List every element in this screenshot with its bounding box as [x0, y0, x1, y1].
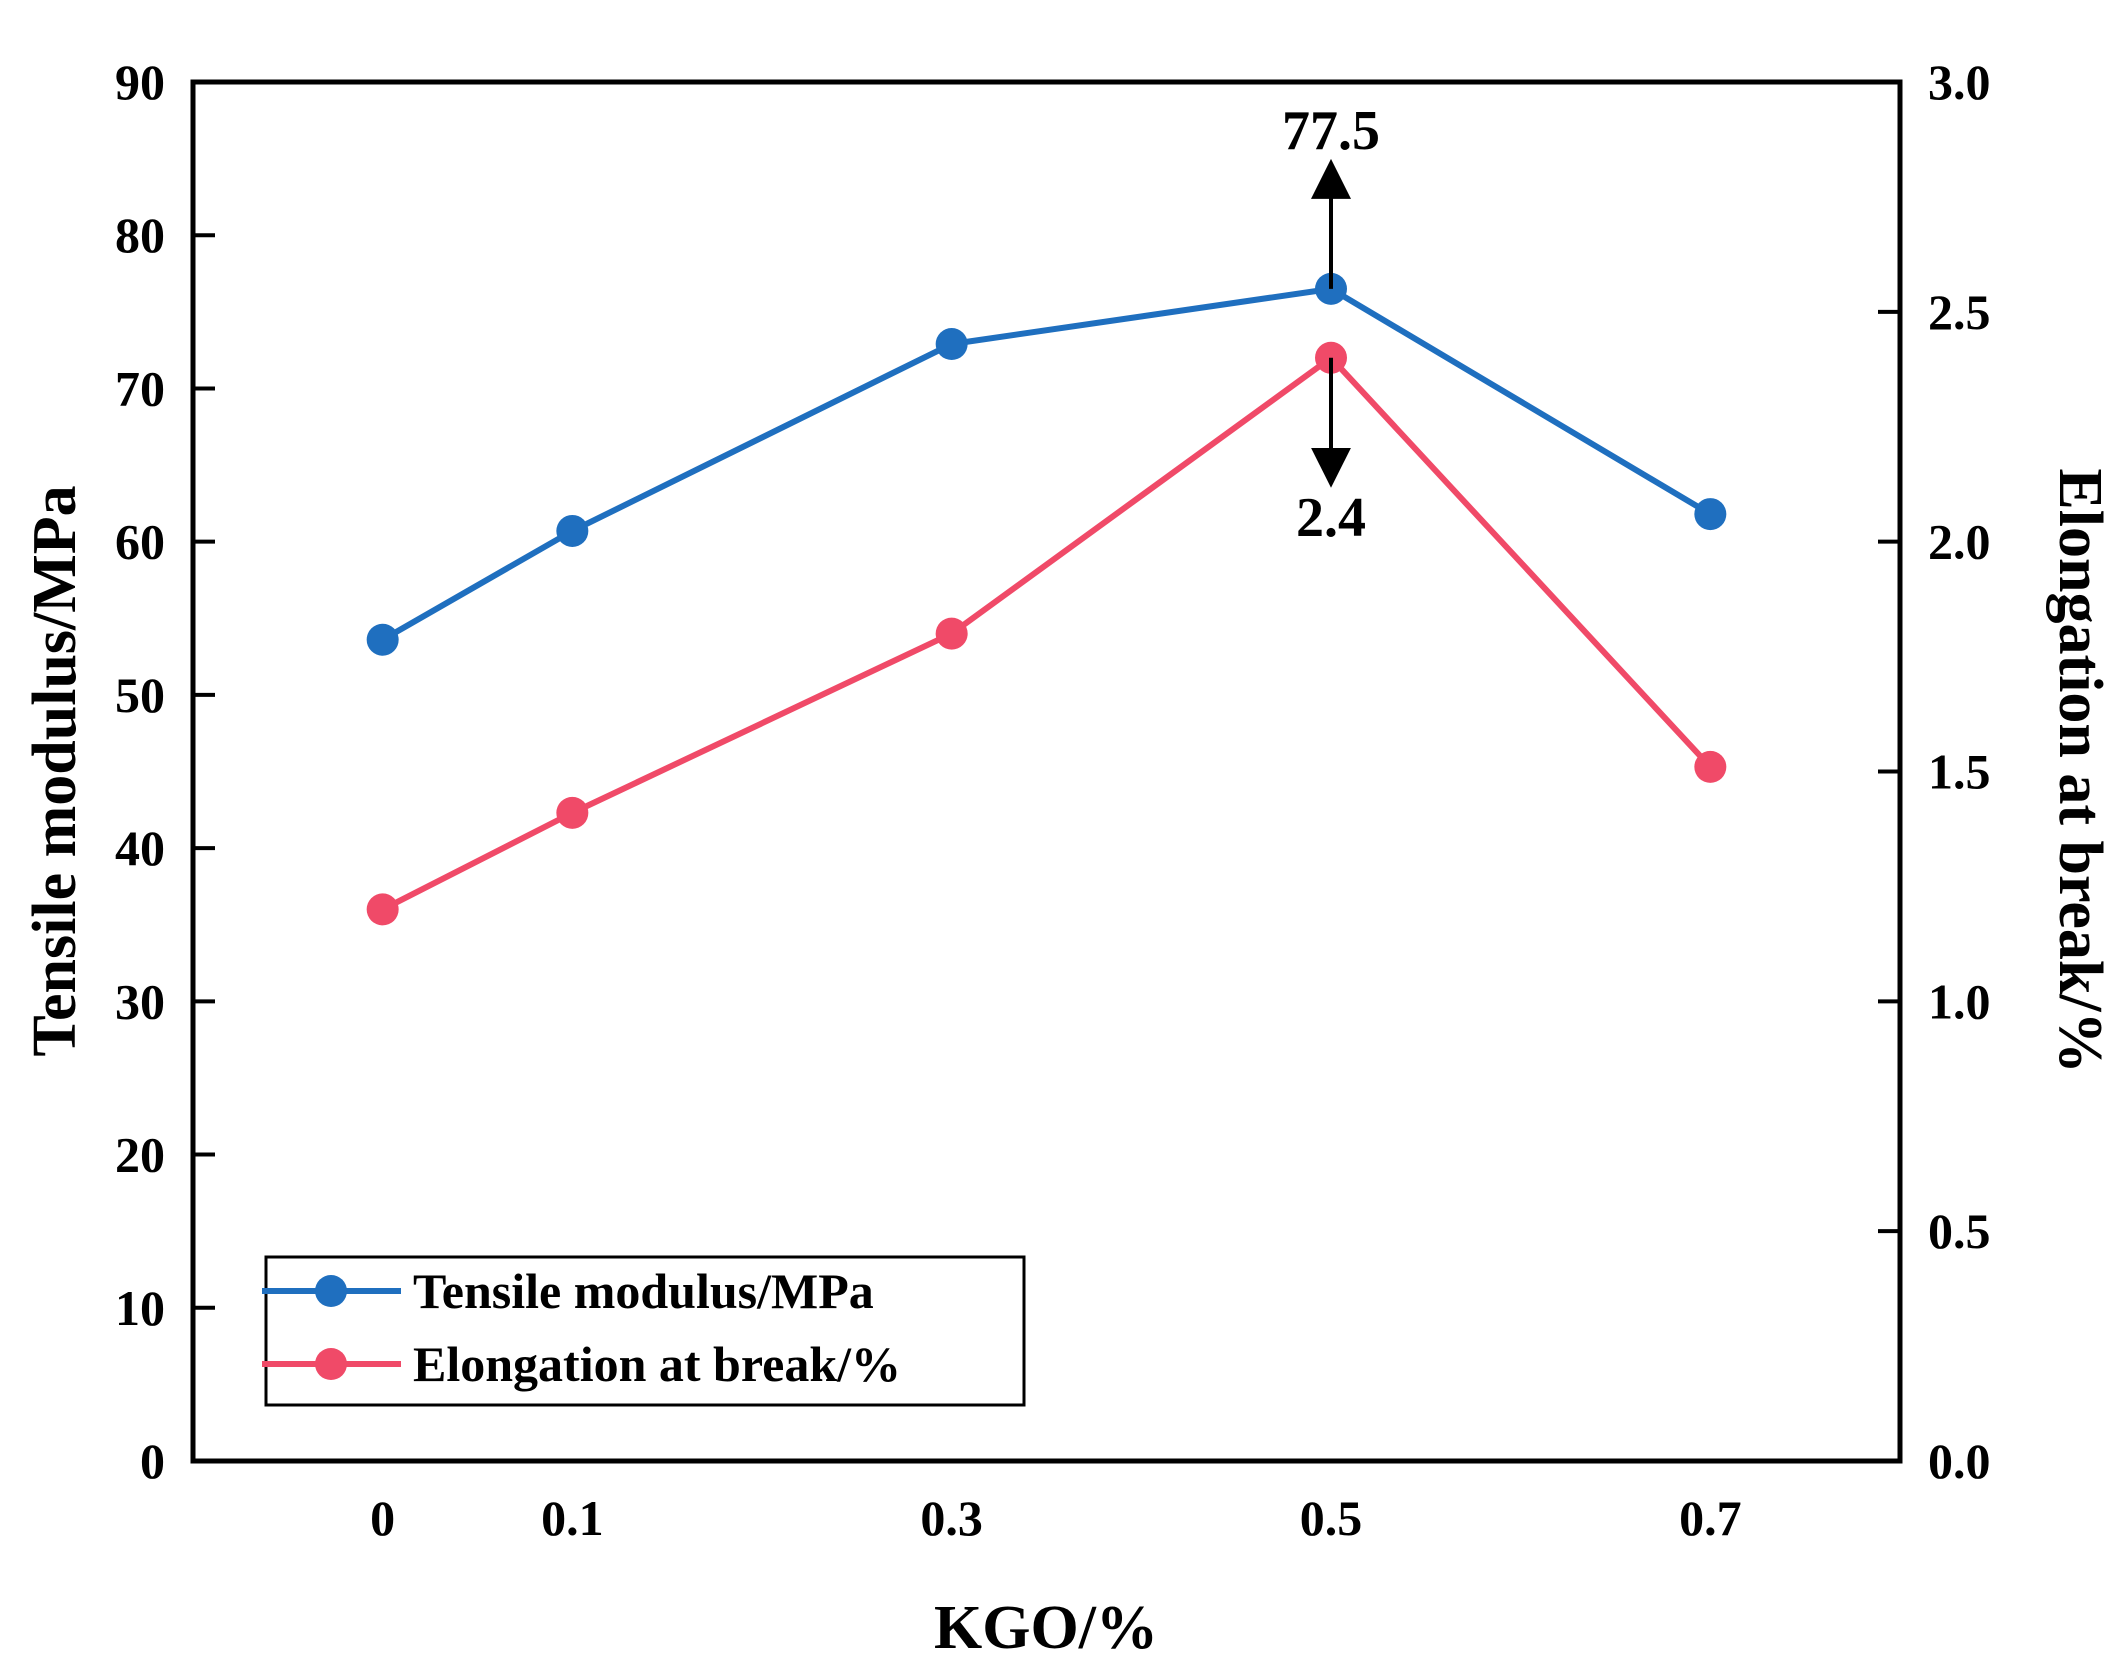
annotation-label: 77.5 — [1282, 100, 1380, 162]
annotation-layer: 77.5 2.4 — [1282, 100, 1380, 549]
y-tick-label-right: 3.0 — [1928, 54, 1991, 110]
data-point — [366, 893, 399, 926]
x-tick-label: 0.1 — [541, 1490, 604, 1546]
data-point — [556, 514, 589, 547]
series-layer — [366, 272, 1727, 926]
series-line-1 — [381, 354, 1713, 913]
annotation-label: 2.4 — [1296, 487, 1366, 549]
y-tick-label-right: 2.5 — [1928, 284, 1991, 340]
y-axis-title-left: Tensile modulus/MPa — [21, 485, 89, 1056]
series-line-0 — [381, 285, 1712, 643]
data-point — [366, 623, 399, 656]
y-tick-label-left: 70 — [115, 360, 165, 416]
legend-label-tensile-modulus: Tensile modulus/MPa — [413, 1263, 874, 1319]
y-tick-label-left: 80 — [115, 207, 165, 263]
y-tick-label-left: 40 — [115, 820, 165, 876]
legend-marker-elongation — [315, 1348, 347, 1380]
y-tick-label-left: 20 — [115, 1127, 165, 1183]
y-tick-label-left: 30 — [115, 973, 165, 1029]
y-tick-label-left: 0 — [140, 1433, 165, 1489]
data-point — [935, 617, 968, 650]
x-axis-title: KGO/% — [934, 1594, 1158, 1662]
y-tick-label-right: 0.5 — [1928, 1203, 1991, 1259]
data-point — [556, 796, 589, 829]
x-axis: 0 0.1 0.3 0.5 0.7 — [370, 1490, 1741, 1546]
y-tick-label-right: 2.0 — [1928, 514, 1991, 570]
y-tick-label-right: 1.5 — [1928, 744, 1991, 800]
y-tick-label-right: 1.0 — [1928, 973, 1991, 1029]
y-tick-label-right: 0.0 — [1928, 1433, 1991, 1489]
legend-box — [264, 1255, 1026, 1407]
y-tick-label-left: 10 — [115, 1280, 165, 1336]
x-tick-label: 0.7 — [1679, 1490, 1742, 1546]
y-axis-title-right: Elongation at break/% — [2046, 468, 2113, 1073]
right-axis: 0.0 0.5 1.0 1.5 2.0 2.5 3.0 — [1878, 54, 1991, 1489]
legend: Tensile modulus/MPa Elongation at break/… — [262, 1255, 1026, 1407]
legend-marker-tensile-modulus — [315, 1275, 347, 1307]
data-point — [935, 328, 968, 361]
y-tick-label-left: 60 — [115, 514, 165, 570]
data-point — [1694, 750, 1727, 783]
plot-frame — [190, 79, 1903, 1464]
data-point — [1694, 498, 1727, 531]
x-tick-label: 0 — [370, 1490, 395, 1546]
y-tick-label-left: 50 — [115, 667, 165, 723]
y-tick-label-left: 90 — [115, 54, 165, 110]
x-tick-label: 0.5 — [1300, 1490, 1363, 1546]
x-tick-label: 0.3 — [920, 1490, 983, 1546]
left-axis: 0 10 20 30 40 50 60 70 80 90 — [115, 54, 215, 1489]
legend-label-elongation: Elongation at break/% — [413, 1336, 901, 1392]
